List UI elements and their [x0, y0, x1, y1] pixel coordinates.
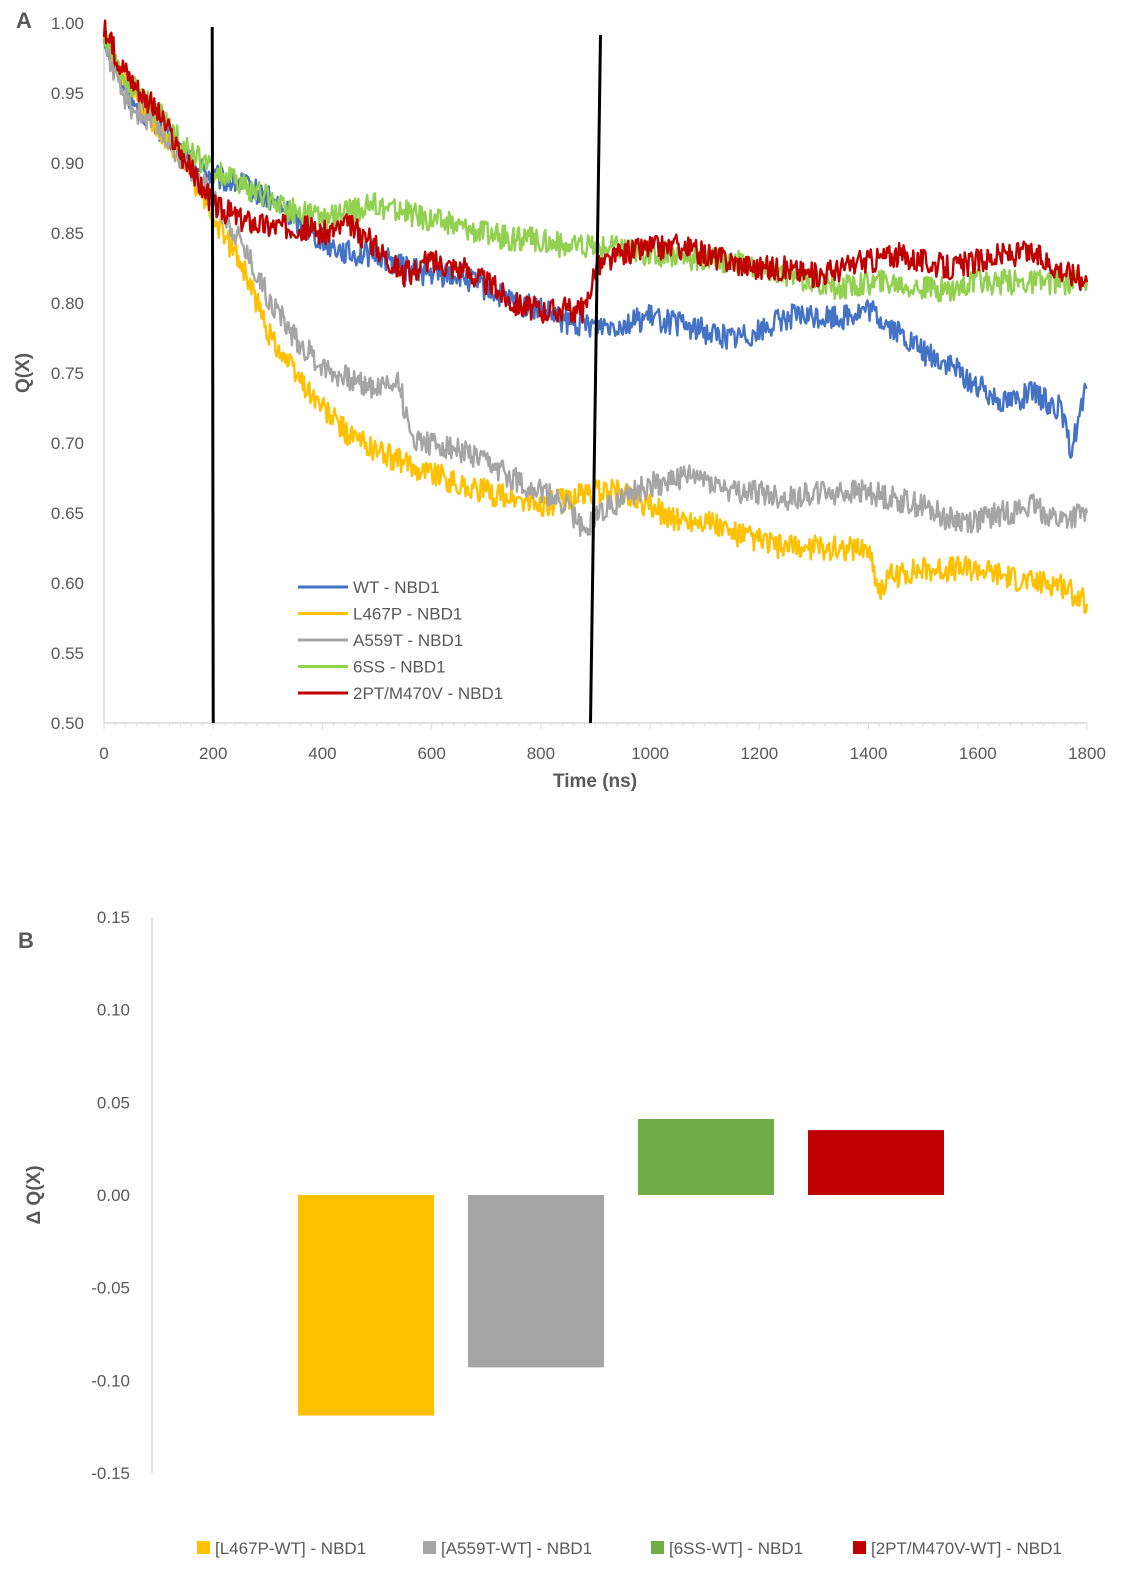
- marker-line: [589, 34, 602, 724]
- series-line: [102, 19, 1089, 324]
- x-tick-label: 800: [527, 744, 555, 763]
- y-tick-label: 0.50: [51, 714, 84, 733]
- bar-chart-panel: B 0.15 0.10 0.05 0.00 -0.05 -0.10 -0.15 Δ Q(X)…: [18, 908, 1062, 1558]
- y-tick-label: 0.65: [51, 504, 84, 523]
- legend-swatch: [651, 1541, 664, 1554]
- panel-b-label: B: [18, 928, 34, 953]
- legend-label: A559T - NBD1: [353, 631, 463, 650]
- series-line: [102, 37, 1089, 537]
- legend-swatch: [423, 1541, 436, 1554]
- legend-label: [6SS-WT] - NBD1: [669, 1539, 803, 1558]
- legend-label: [2PT/M470V-WT] - NBD1: [871, 1539, 1062, 1558]
- y-tick-label: 0.95: [51, 84, 84, 103]
- bar: [298, 1195, 434, 1416]
- panel-a-label: A: [16, 8, 32, 33]
- series-line: [102, 30, 1089, 303]
- legend-swatch: [853, 1541, 866, 1554]
- legend-label: [L467P-WT] - NBD1: [215, 1539, 366, 1558]
- x-tick-label: 600: [417, 744, 445, 763]
- legend-swatch: [197, 1541, 210, 1554]
- legend-label: 6SS - NBD1: [353, 658, 446, 677]
- x-tick-label: 0: [99, 744, 108, 763]
- y-tick-label: 0.70: [51, 434, 84, 453]
- x-tick-label: 1000: [631, 744, 669, 763]
- legend-label: WT - NBD1: [353, 578, 440, 597]
- x-tick-label: 400: [308, 744, 336, 763]
- y-tick-label: -0.05: [91, 1279, 130, 1298]
- y-axis-title: Q(X): [13, 353, 34, 393]
- series-path: [102, 30, 1089, 303]
- legend: [L467P-WT] - NBD1 [A559T-WT] - NBD1 [6SS-W…: [197, 1539, 1062, 1558]
- x-tick-label: 1600: [959, 744, 997, 763]
- bar: [638, 1119, 774, 1195]
- y-tick-label: 0.00: [97, 1186, 130, 1205]
- x-tick-label: 200: [199, 744, 227, 763]
- y-tick-label: 0.90: [51, 154, 84, 173]
- y-tick-label: 0.10: [97, 1001, 130, 1020]
- y-axis-title: Δ Q(X): [24, 1165, 45, 1224]
- y-tick-label: 0.85: [51, 224, 84, 243]
- legend: WT - NBD1 L467P - NBD1 A559T - NBD1 6SS - N…: [298, 578, 503, 703]
- y-tick-label: 0.55: [51, 644, 84, 663]
- legend-label: L467P - NBD1: [353, 605, 462, 624]
- y-tick-label: -0.10: [91, 1371, 130, 1390]
- y-tick-label: 0.60: [51, 574, 84, 593]
- legend-label: 2PT/M470V - NBD1: [353, 684, 503, 703]
- bar: [808, 1130, 944, 1195]
- x-tick-label: 1400: [850, 744, 888, 763]
- x-tick-label: 1800: [1068, 744, 1106, 763]
- y-tick-label: -0.15: [91, 1464, 130, 1483]
- marker-line: [210, 26, 215, 724]
- x-tick-label: 1200: [740, 744, 778, 763]
- y-tick-label: 0.75: [51, 364, 84, 383]
- y-tick-label: 0.15: [97, 908, 130, 927]
- y-tick-label: 1.00: [51, 14, 84, 33]
- y-tick-label: 0.05: [97, 1093, 130, 1112]
- series-path: [102, 37, 1089, 537]
- y-tick-label: 0.80: [51, 294, 84, 313]
- x-axis-title: Time (ns): [553, 771, 637, 792]
- series-path: [102, 19, 1089, 324]
- legend-label: [A559T-WT] - NBD1: [441, 1539, 592, 1558]
- bar: [468, 1195, 604, 1368]
- line-chart-panel: A 0 200 400 600 800 1000 1200 1400 1600 1800 0.50…: [13, 8, 1106, 792]
